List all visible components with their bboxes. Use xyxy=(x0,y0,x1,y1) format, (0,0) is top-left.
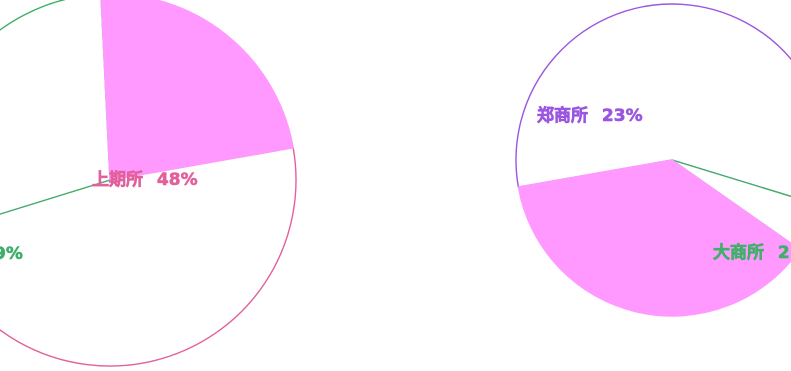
pie2-slice-1 xyxy=(515,3,791,198)
pie1-slice-3 xyxy=(100,0,294,181)
pie-chart-1: 上期所 48% 9% xyxy=(0,0,297,367)
pie1-slice-1 xyxy=(0,146,297,367)
pie2-slice-3 xyxy=(517,159,791,317)
pie1-label-2: 9% xyxy=(0,244,23,264)
pie2-label-1: 郑商所 23% xyxy=(537,105,643,126)
pie-chart-2: 郑商所 23% 大商所 2 xyxy=(515,3,791,317)
pie2-label-2: 大商所 2 xyxy=(713,242,790,263)
pie1-label-1: 上期所 48% xyxy=(92,170,198,190)
pie1-slice-2 xyxy=(0,0,111,215)
